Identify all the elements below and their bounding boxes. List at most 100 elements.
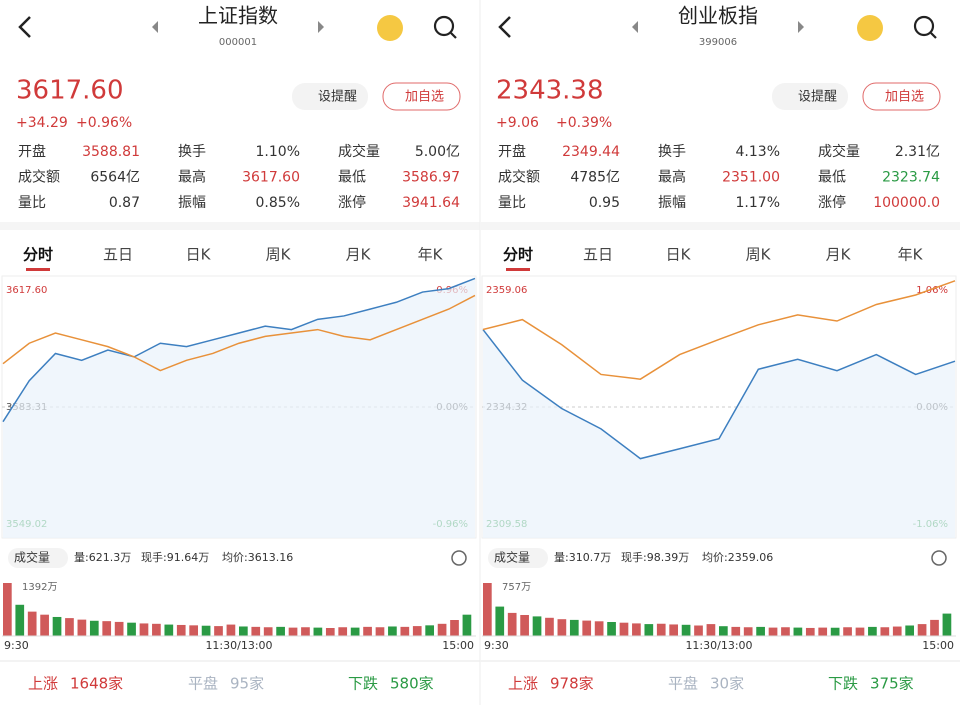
volume-bar bbox=[325, 628, 335, 636]
tab[interactable]: 月K bbox=[346, 246, 372, 264]
price: 3617.60 bbox=[16, 76, 124, 106]
stat-label: 开盘 bbox=[498, 143, 526, 160]
stat-value: 2351.00 bbox=[722, 170, 780, 186]
stat-label: 成交额 bbox=[18, 169, 60, 186]
tab[interactable]: 月K bbox=[826, 246, 852, 264]
stat-value: 2349.44 bbox=[562, 144, 620, 160]
volume-bar bbox=[843, 627, 852, 636]
volume-bar bbox=[251, 626, 261, 636]
price: 2343.38 bbox=[496, 76, 604, 106]
title: 创业板指 bbox=[678, 4, 758, 28]
volume-bar bbox=[880, 627, 890, 636]
stat-label: 振幅 bbox=[178, 195, 206, 211]
next-arrow[interactable] bbox=[318, 21, 324, 33]
stat-label: 成交量 bbox=[338, 143, 380, 160]
volume-bar bbox=[102, 621, 112, 636]
volume-label[interactable]: 成交量 bbox=[494, 550, 530, 565]
stat-value: 100000.0 bbox=[873, 195, 940, 211]
volume-bar bbox=[152, 623, 161, 636]
separator bbox=[0, 222, 480, 230]
volume-bar bbox=[214, 626, 223, 636]
volume-label[interactable]: 成交量 bbox=[14, 550, 50, 565]
stat-value: 0.87 bbox=[109, 195, 140, 211]
volume-bar bbox=[40, 614, 49, 636]
stat-label: 最高 bbox=[178, 169, 206, 186]
search-icon[interactable] bbox=[913, 15, 935, 37]
button-label[interactable]: 设提醒 bbox=[318, 89, 357, 105]
tab[interactable]: 年K bbox=[418, 246, 444, 264]
tab[interactable]: 周K bbox=[746, 246, 772, 264]
button-bg[interactable] bbox=[382, 82, 461, 111]
volume-bar bbox=[288, 627, 298, 636]
footer-label: 下跌 bbox=[348, 675, 378, 693]
next-arrow[interactable] bbox=[798, 21, 804, 33]
tab-underline bbox=[506, 268, 530, 271]
volume-bar bbox=[942, 613, 952, 636]
search-icon[interactable] bbox=[433, 15, 455, 37]
button-label[interactable]: 加自选 bbox=[405, 90, 444, 105]
volume-bar bbox=[507, 612, 517, 636]
stat-label: 成交额 bbox=[498, 169, 540, 186]
change: +9.06 bbox=[496, 115, 539, 131]
volume-info: 现手:91.64万 bbox=[141, 550, 209, 564]
tab[interactable]: 五日 bbox=[103, 246, 133, 264]
button-label[interactable]: 加自选 bbox=[885, 90, 924, 105]
volume-bar bbox=[164, 624, 174, 636]
volume-info: 量:310.7万 bbox=[554, 551, 611, 564]
volume-bar bbox=[483, 583, 492, 636]
volume-info: 量:621.3万 bbox=[74, 551, 131, 564]
time-label: 9:30 bbox=[4, 639, 29, 652]
mascot-icon[interactable] bbox=[857, 15, 883, 41]
volume-bar bbox=[52, 616, 62, 636]
volume-bar bbox=[412, 626, 422, 636]
footer-value: 95家 bbox=[230, 675, 264, 693]
change-pct: +0.96% bbox=[76, 115, 132, 131]
time-label: 11:30/13:00 bbox=[205, 639, 272, 652]
volume-chip[interactable] bbox=[8, 548, 68, 568]
tab[interactable]: 分时 bbox=[23, 246, 53, 264]
stat-label: 成交量 bbox=[818, 143, 860, 160]
volume-chip[interactable] bbox=[488, 548, 548, 568]
volume-bar bbox=[930, 619, 939, 636]
volume-bar bbox=[557, 619, 567, 636]
button-bg[interactable] bbox=[292, 83, 368, 110]
mascot-icon[interactable] bbox=[377, 15, 403, 41]
settings-icon[interactable] bbox=[451, 550, 467, 566]
prev-arrow[interactable] bbox=[152, 21, 158, 33]
back-button[interactable] bbox=[498, 16, 511, 38]
prev-arrow[interactable] bbox=[632, 21, 638, 33]
back-button[interactable] bbox=[18, 16, 31, 38]
volume-bar bbox=[301, 627, 310, 636]
footer-label: 下跌 bbox=[828, 675, 858, 693]
button-bg[interactable] bbox=[772, 83, 848, 110]
volume-bar bbox=[400, 626, 410, 636]
time-label: 15:00 bbox=[442, 639, 474, 652]
button-bg[interactable] bbox=[862, 82, 941, 111]
settings-icon[interactable] bbox=[931, 550, 947, 566]
stat-label: 开盘 bbox=[18, 143, 46, 160]
tab[interactable]: 周K bbox=[266, 246, 292, 264]
volume-bar bbox=[350, 627, 360, 636]
volume-bar bbox=[3, 583, 12, 636]
tab[interactable]: 日K bbox=[186, 246, 212, 264]
change-pct: +0.39% bbox=[556, 115, 612, 131]
price-line bbox=[2, 277, 476, 423]
stat-value: 3941.64 bbox=[402, 195, 460, 211]
volume-bar bbox=[743, 627, 753, 636]
volume-info: 均价:3613.16 bbox=[222, 551, 293, 564]
volume-bar bbox=[114, 621, 124, 636]
footer-value: 978家 bbox=[550, 675, 594, 693]
volume-bar bbox=[793, 627, 803, 636]
tab[interactable]: 日K bbox=[666, 246, 692, 264]
tab[interactable]: 年K bbox=[898, 246, 924, 264]
separator bbox=[480, 222, 960, 230]
tab[interactable]: 五日 bbox=[583, 246, 613, 264]
stat-label: 涨停 bbox=[818, 194, 846, 211]
y-tick-label: 2359.06 bbox=[486, 285, 527, 296]
search-handle bbox=[930, 32, 937, 39]
tab[interactable]: 分时 bbox=[503, 246, 533, 264]
stat-value: 1.10% bbox=[256, 144, 300, 160]
stat-label: 最低 bbox=[818, 170, 846, 186]
button-label[interactable]: 设提醒 bbox=[798, 89, 837, 105]
